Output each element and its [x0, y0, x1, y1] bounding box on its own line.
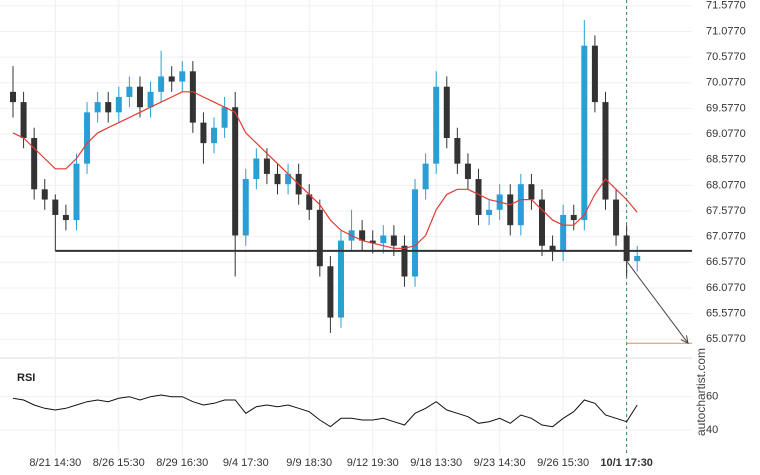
candle-body [62, 214, 69, 221]
x-tick-label: 9/9 18:30 [286, 457, 332, 469]
y-tick-label: 66.5770 [706, 256, 746, 268]
candle-body [20, 102, 27, 138]
x-tick-label: 9/18 13:30 [410, 457, 462, 469]
candle-body [147, 91, 154, 108]
candle-body [464, 163, 471, 180]
candle-body [211, 127, 218, 144]
y-tick-label: 71.5770 [706, 0, 746, 12]
rsi-line [12, 394, 638, 428]
y-tick-label: 69.5770 [706, 102, 746, 114]
candle-body [94, 102, 101, 113]
candle-body [10, 91, 16, 103]
candle-body [581, 45, 588, 221]
x-tick-label: 8/29 16:30 [156, 457, 208, 469]
rsi-title: RSI [17, 372, 35, 384]
candle-body [549, 245, 556, 251]
candle-body [158, 76, 165, 92]
candle-body [570, 214, 577, 221]
y-tick-label: 67.0770 [706, 231, 746, 243]
candle-body [507, 194, 514, 226]
y-tick-label: 66.0770 [706, 282, 746, 294]
x-tick-label: 10/1 17:30 [600, 457, 653, 469]
moving-average [12, 91, 638, 249]
candle-body [41, 189, 48, 200]
forecast-arrow [626, 260, 689, 344]
candle-body [73, 163, 80, 221]
y-tick-label: 65.5770 [706, 308, 746, 320]
x-tick-label: 9/12 19:30 [347, 457, 399, 469]
candle-body [634, 255, 641, 262]
candle-body [179, 71, 186, 82]
candle-body [31, 137, 38, 190]
watermark: autochartist.com [694, 348, 708, 436]
candle-body [327, 266, 334, 318]
candle-body [168, 76, 175, 82]
candle-body [253, 158, 260, 180]
candle-body [380, 235, 387, 244]
candle-body [422, 163, 429, 190]
candle-body [285, 173, 292, 185]
y-tick-label: 70.0770 [706, 77, 746, 89]
y-tick-label: 67.5770 [706, 205, 746, 217]
candle-body [613, 199, 620, 236]
candle-body [454, 137, 461, 164]
candle-body [591, 45, 598, 103]
y-tick-label: 71.0770 [706, 25, 746, 37]
x-tick-label: 8/26 15:30 [93, 457, 145, 469]
candle-body [517, 184, 524, 226]
y-tick-label: 70.5770 [706, 51, 746, 63]
candle-body [232, 107, 239, 236]
candle-body [412, 189, 419, 277]
candle-body [316, 209, 323, 267]
x-tick-label: 9/26 15:30 [537, 457, 589, 469]
candle-body [126, 86, 133, 97]
candle-body [486, 209, 493, 215]
candle-body [84, 112, 91, 164]
candle-body [401, 245, 408, 277]
candle-body [274, 173, 281, 185]
candle-body [528, 184, 535, 200]
candle-body [475, 179, 482, 215]
candle-body [306, 194, 313, 210]
rsi-tick-label: 60 [706, 391, 718, 403]
candle-body [337, 240, 344, 318]
x-tick-label: 8/21 14:30 [29, 457, 81, 469]
y-tick-label: 68.5770 [706, 154, 746, 166]
candle-body [433, 86, 440, 164]
x-tick-label: 9/4 17:30 [223, 457, 269, 469]
candle-body [189, 71, 196, 123]
candle-body [369, 240, 376, 244]
candle-body [221, 107, 228, 128]
forecast-arrow-head [680, 335, 689, 345]
candle-body [539, 199, 545, 246]
candle-body [52, 199, 59, 215]
candle-body [115, 96, 122, 113]
y-tick-label: 68.0770 [706, 179, 746, 191]
candle-body [242, 179, 249, 236]
candle-body [623, 235, 630, 262]
y-tick-label: 69.0770 [706, 128, 746, 140]
candle-body [443, 86, 450, 138]
candle-body [263, 158, 270, 174]
y-tick-label: 65.0770 [706, 333, 746, 345]
candle-body [602, 102, 609, 200]
x-tick-label: 9/23 14:30 [474, 457, 526, 469]
candle-body [560, 214, 567, 251]
candle-body [105, 102, 112, 113]
rsi-tick-label: 40 [706, 424, 718, 436]
candle-body [136, 86, 143, 108]
candle-body [390, 235, 397, 246]
candle-body [200, 122, 207, 144]
candle-body [359, 230, 366, 241]
